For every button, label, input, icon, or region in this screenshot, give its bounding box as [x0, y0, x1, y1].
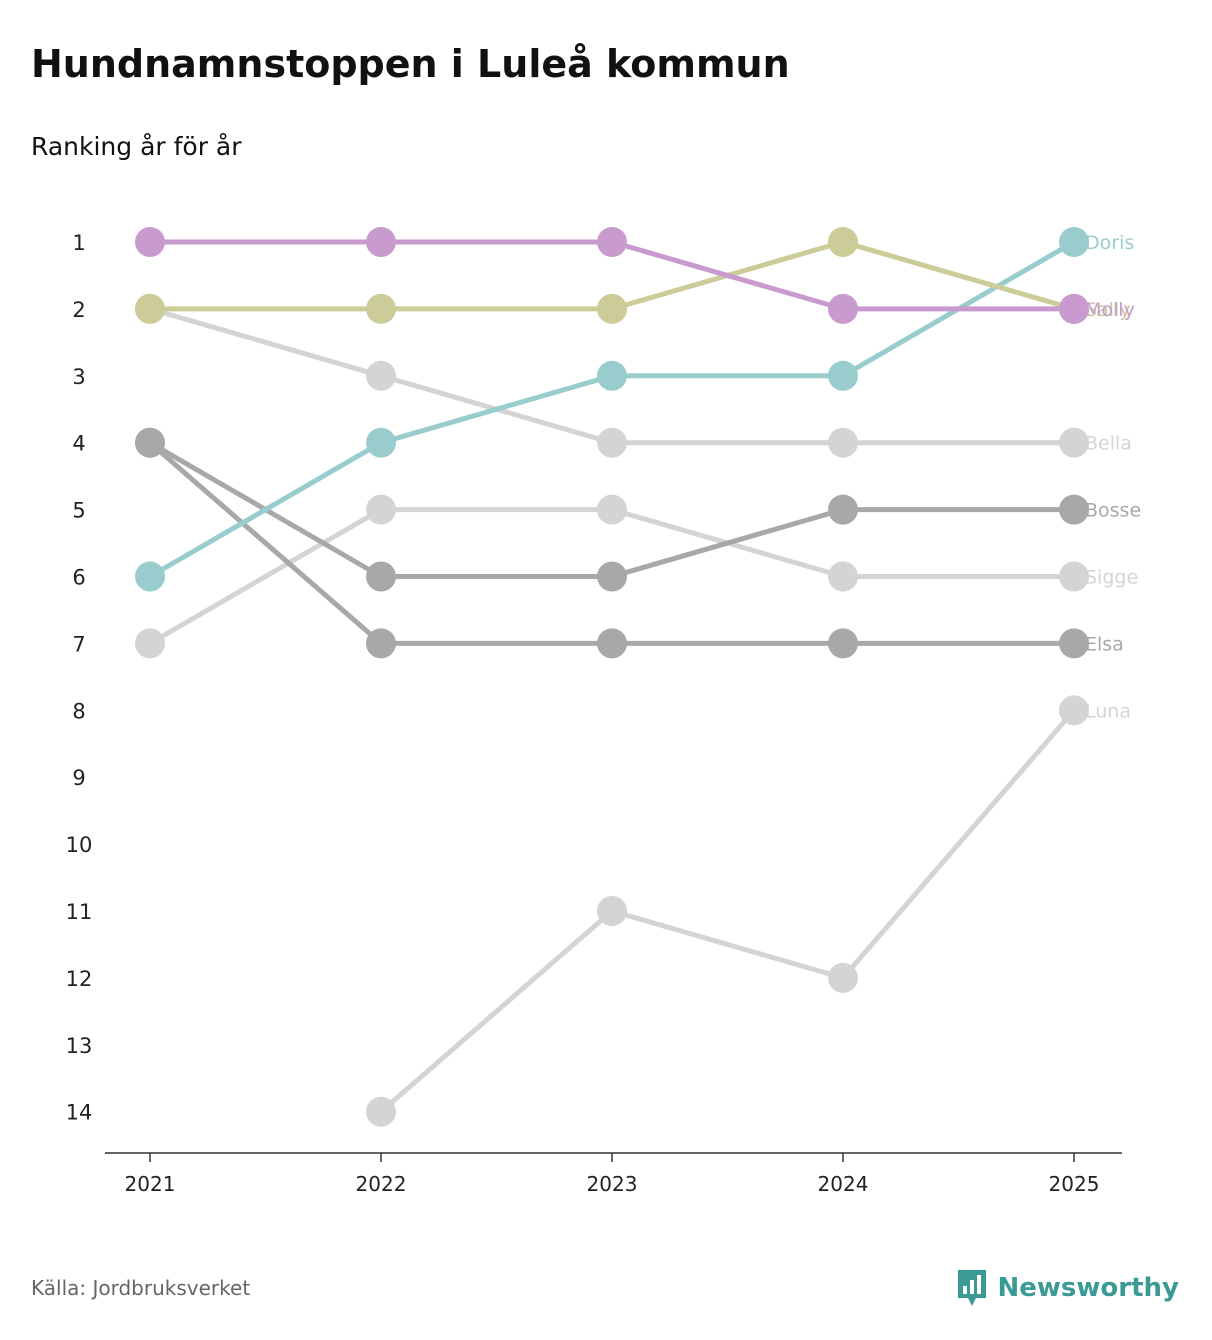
series-point-elsa [828, 628, 858, 659]
series-point-luna [597, 896, 627, 926]
series-line-elsa [148, 440, 1074, 646]
x-tick-label: 2024 [818, 1172, 869, 1196]
series-line-doris [148, 239, 1076, 579]
x-tick-label: 2023 [587, 1172, 638, 1196]
y-tick-label: 4 [72, 432, 85, 456]
newsworthy-logo-icon [957, 1270, 986, 1306]
series-point-sigge [1059, 561, 1089, 592]
series-point-molly [828, 293, 858, 324]
x-tick-label: 2025 [1049, 1172, 1100, 1196]
series-point-bosse [597, 561, 627, 592]
series-point-luna [1059, 695, 1089, 726]
series-point-doris [828, 360, 858, 391]
series-point-sally [828, 227, 858, 257]
y-tick-label: 14 [66, 1101, 93, 1125]
series-point-sigge [597, 494, 627, 525]
series-point-elsa [597, 628, 627, 659]
series-point-elsa [1059, 628, 1089, 659]
y-tick-label: 11 [66, 900, 93, 924]
y-tick-label: 8 [72, 699, 85, 723]
series-point-bosse [1059, 494, 1089, 525]
series-point-bosse [135, 427, 165, 458]
y-tick-label: 9 [72, 766, 85, 790]
series-point-molly [597, 227, 627, 257]
brand-logo[interactable]: Newsworthy [956, 1268, 1179, 1308]
source-note: Källa: Jordbruksverket [31, 1276, 251, 1300]
end-label-bella: Bella [1085, 433, 1132, 455]
y-tick-label: 7 [72, 632, 85, 656]
series-point-molly [366, 227, 396, 257]
y-tick-label: 13 [66, 1034, 93, 1058]
series-point-elsa [366, 628, 396, 659]
series-point-molly [1059, 293, 1089, 324]
series-point-molly [135, 227, 165, 257]
end-label-sigge: Sigge [1085, 567, 1138, 589]
end-label-molly: Molly [1085, 299, 1135, 321]
series-point-bella [366, 360, 396, 391]
series-point-doris [366, 427, 396, 458]
chart-title: Hundnamnstoppen i Luleå kommun [31, 42, 790, 86]
series-line-luna [379, 708, 1076, 1114]
end-label-sally: Sally [1085, 299, 1131, 321]
end-label-doris: Doris [1085, 232, 1134, 254]
x-axis-ticks: 2021 2022 2023 2024 2025 [125, 1153, 1100, 1196]
end-label-elsa: Elsa [1085, 633, 1124, 655]
y-tick-label: 1 [72, 231, 85, 255]
end-label-luna: Luna [1085, 700, 1131, 722]
y-tick-label: 3 [72, 365, 85, 389]
series-point-doris [135, 561, 165, 592]
end-label-bosse: Bosse [1085, 500, 1141, 522]
series-points [135, 227, 1089, 1127]
brand-name: Newsworthy [997, 1273, 1179, 1303]
series-point-bella [1059, 427, 1089, 458]
series-point-doris [1059, 227, 1089, 257]
chart-subtitle: Ranking år för år [31, 132, 242, 161]
series-point-bosse [828, 494, 858, 525]
series-point-bella [597, 427, 627, 458]
y-tick-label: 2 [72, 298, 85, 322]
series-point-bosse [366, 561, 396, 592]
series-point-sigge [828, 561, 858, 592]
x-tick-label: 2021 [125, 1172, 176, 1196]
y-tick-label: 10 [66, 833, 93, 857]
x-tick-label: 2022 [356, 1172, 407, 1196]
series-point-sally [597, 293, 627, 324]
y-tick-label: 12 [66, 967, 93, 991]
series-point-luna [828, 962, 858, 993]
series-point-doris [597, 360, 627, 391]
series-point-luna [366, 1096, 396, 1127]
series-point-sigge [135, 628, 165, 659]
y-tick-label: 6 [72, 566, 85, 590]
y-tick-label: 5 [72, 499, 85, 523]
series-point-sigge [366, 494, 396, 525]
series-point-bella [828, 427, 858, 458]
series-point-sally [135, 293, 165, 324]
series-point-sally [366, 293, 396, 324]
